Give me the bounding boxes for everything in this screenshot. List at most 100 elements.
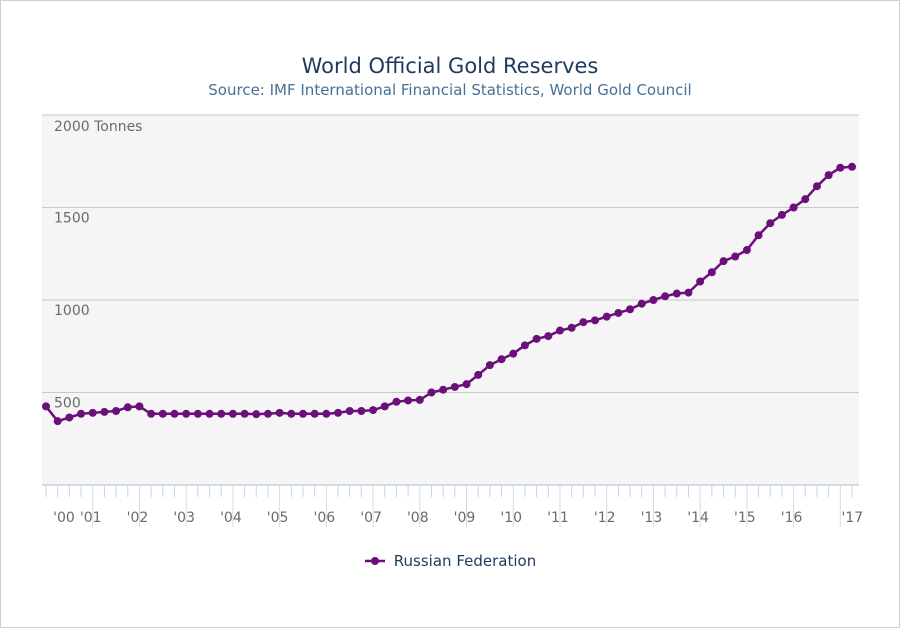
data-point [474, 370, 483, 379]
y-axis-label: 2000 Tonnes [54, 119, 142, 135]
x-tick-label: '11 [547, 510, 569, 526]
y-tick-label: 1000 [54, 303, 90, 319]
data-point [427, 388, 436, 397]
data-point [696, 277, 705, 286]
data-point [789, 203, 798, 212]
data-point [135, 402, 144, 411]
data-point [240, 409, 249, 418]
data-point [707, 268, 716, 277]
data-point [672, 289, 681, 298]
data-point [579, 318, 588, 327]
data-point [848, 162, 856, 171]
data-point [369, 406, 378, 415]
data-point [555, 326, 564, 335]
line-dot-marker-icon [364, 557, 385, 565]
data-point [147, 409, 156, 418]
data-point [287, 409, 296, 418]
data-point [310, 409, 319, 418]
data-point [228, 409, 237, 418]
data-point [719, 257, 728, 266]
data-point [626, 305, 635, 314]
chart-title: World Official Gold Reserves [301, 54, 599, 78]
series-layer [42, 162, 856, 426]
x-tick-label: '07 [360, 510, 382, 526]
data-point [520, 341, 529, 350]
chart-subtitle: Source: IMF International Financial Stat… [208, 81, 692, 99]
x-tick-label: '09 [454, 510, 476, 526]
data-point [193, 409, 202, 418]
data-point [205, 409, 214, 418]
series-line [45, 165, 853, 423]
data-point [77, 409, 86, 418]
data-point [637, 299, 646, 308]
data-point [65, 413, 74, 422]
x-tick-label: '16 [781, 510, 803, 526]
x-tick-label: '02 [127, 510, 149, 526]
y-tick-label: 1500 [54, 211, 90, 227]
x-tick-label: '13 [641, 510, 663, 526]
data-point [275, 408, 284, 417]
data-point [322, 409, 331, 418]
data-point [497, 355, 506, 364]
grid-layer [42, 114, 859, 486]
data-point [404, 396, 413, 405]
data-point [462, 380, 471, 389]
data-point [439, 385, 448, 394]
data-point [602, 312, 611, 321]
x-tick-label: '04 [220, 510, 242, 526]
data-point [532, 334, 541, 343]
data-point [567, 323, 576, 332]
x-tick-label: '05 [267, 510, 289, 526]
y-tick-label: 500 [54, 396, 81, 412]
data-point [824, 171, 833, 180]
data-point [357, 407, 366, 415]
data-point [415, 395, 424, 404]
data-point [392, 397, 401, 406]
data-point [509, 349, 518, 358]
data-point [661, 292, 670, 301]
data-point [544, 332, 553, 341]
data-point [766, 219, 775, 228]
data-point [345, 407, 354, 415]
x-tick-label: '15 [734, 510, 756, 526]
x-tick-label: '14 [687, 510, 709, 526]
data-point [684, 288, 693, 297]
data-point [754, 231, 763, 240]
data-point [731, 252, 740, 261]
data-point [298, 409, 307, 418]
x-tick-label: '06 [314, 510, 336, 526]
data-point [263, 409, 272, 418]
data-point [158, 409, 167, 418]
x-tick-label: '01 [80, 510, 102, 526]
data-point [182, 409, 191, 418]
x-tick-label: '10 [500, 510, 522, 526]
data-point [170, 409, 179, 418]
data-point [217, 409, 226, 418]
x-axis-ticks: '00 '01 '02 '03 '04 '05 '06 '07 '08 '09 '10 '11 '12 '… [45, 485, 863, 527]
data-point [742, 246, 751, 255]
legend[interactable]: Russian Federation [0, 552, 900, 570]
data-point [801, 195, 810, 204]
data-point [42, 402, 50, 411]
data-point [334, 408, 343, 417]
data-point [649, 296, 658, 304]
data-point [614, 308, 623, 317]
x-tick-label: '00 [53, 510, 75, 526]
data-point [777, 210, 786, 219]
data-point [380, 402, 389, 411]
data-point [252, 410, 261, 419]
y-tick-labels: 500 1000 1500 [54, 211, 90, 412]
x-tick-label: '17 [841, 510, 863, 526]
data-point [812, 182, 821, 191]
data-point [591, 316, 600, 325]
data-point [836, 163, 845, 172]
data-point [88, 408, 97, 417]
x-tick-label: '08 [407, 510, 429, 526]
data-point [485, 361, 494, 370]
data-point [100, 407, 109, 416]
data-point [112, 407, 121, 415]
data-point [53, 417, 62, 426]
legend-label: Russian Federation [393, 552, 537, 570]
data-point [123, 403, 132, 412]
